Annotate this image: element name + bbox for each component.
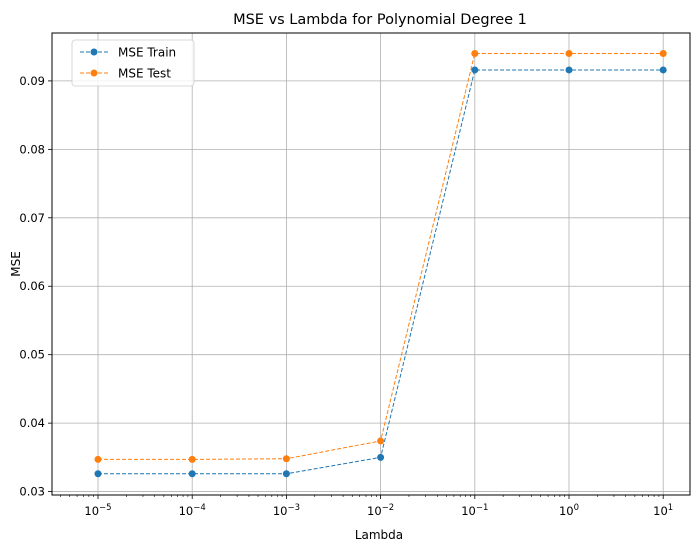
- data-point: [282, 455, 290, 463]
- legend-marker: [90, 48, 98, 56]
- plot-area: [51, 32, 691, 496]
- y-tick-label: 0.03: [19, 485, 45, 499]
- data-point: [188, 455, 196, 463]
- grid-lines: [52, 33, 690, 495]
- data-point: [94, 470, 102, 478]
- series-1: [94, 50, 667, 463]
- series-0: [94, 66, 667, 478]
- x-tick-label: 10−5: [84, 503, 111, 518]
- data-point: [659, 50, 667, 58]
- data-point: [188, 470, 196, 478]
- y-tick-label: 0.05: [19, 348, 45, 362]
- legend-label: MSE Train: [118, 46, 176, 60]
- x-axis-ticks: 10−5 10−4 10−3 10−2 10−1 100 101: [60, 495, 673, 518]
- x-axis-label: Lambda: [355, 528, 403, 542]
- data-point: [565, 66, 573, 74]
- y-axis-ticks: 0.03 0.04 0.05 0.06 0.07 0.08 0.09: [19, 74, 52, 499]
- x-tick-label: 10−4: [179, 503, 206, 518]
- y-tick-label: 0.04: [19, 416, 45, 430]
- series-layer: [94, 50, 667, 478]
- chart-title: MSE vs Lambda for Polynomial Degree 1: [233, 12, 527, 28]
- y-tick-label: 0.08: [19, 142, 45, 156]
- x-tick-label: 10−3: [273, 503, 300, 518]
- legend-marker: [90, 69, 98, 77]
- y-tick-label: 0.06: [19, 279, 45, 293]
- data-point: [471, 50, 479, 58]
- data-point: [377, 453, 385, 461]
- y-axis-label: MSE: [9, 251, 23, 277]
- y-tick-label: 0.09: [19, 74, 45, 88]
- legend-label: MSE Test: [118, 67, 171, 81]
- x-tick-label: 10−2: [367, 503, 394, 518]
- x-tick-label: 10−1: [461, 503, 488, 518]
- data-point: [659, 66, 667, 74]
- x-tick-label: 100: [559, 503, 579, 518]
- data-point: [377, 437, 385, 445]
- legend: MSE Train MSE Test: [71, 39, 195, 87]
- data-point: [471, 66, 479, 74]
- y-tick-label: 0.07: [19, 211, 45, 225]
- legend-box: [71, 39, 195, 87]
- data-point: [282, 470, 290, 478]
- data-point: [94, 455, 102, 463]
- x-tick-label: 101: [653, 503, 673, 518]
- data-point: [565, 50, 573, 58]
